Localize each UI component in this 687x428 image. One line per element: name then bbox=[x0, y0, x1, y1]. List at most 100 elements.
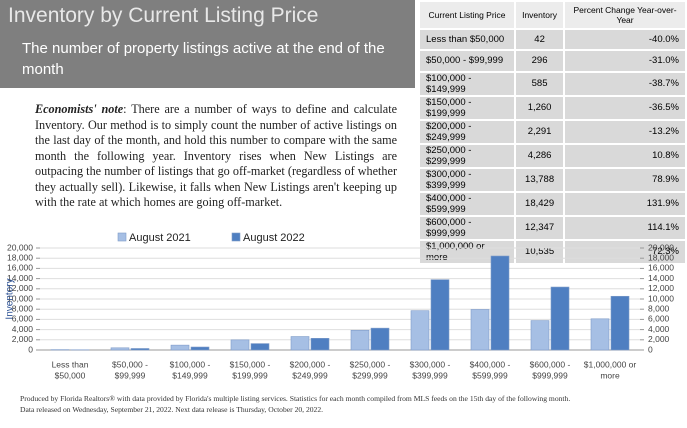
bar bbox=[490, 255, 510, 351]
table-cell: -40.0% bbox=[563, 27, 687, 52]
y-tick-label: 16,000 bbox=[7, 263, 33, 273]
x-tick-label: $999,999 bbox=[532, 370, 568, 380]
bar bbox=[530, 320, 550, 351]
bar bbox=[370, 327, 390, 351]
footer-line: Data released on Wednesday, September 21… bbox=[20, 405, 324, 414]
note: Economists' note: There are a number of … bbox=[35, 102, 397, 211]
header: Inventory by Current Listing Price The n… bbox=[0, 0, 415, 88]
y-axis-label: Inventory bbox=[5, 278, 16, 319]
y2-tick-label: 0 bbox=[648, 344, 653, 354]
y-tick-label: 0 bbox=[28, 344, 33, 354]
table-cell: 114.1% bbox=[563, 214, 687, 241]
bar bbox=[350, 329, 370, 351]
table-cell: $250,000 - $299,999 bbox=[417, 142, 517, 169]
x-tick-label: $250,000 - bbox=[350, 359, 391, 369]
table-cell: $100,000 - $149,999 bbox=[417, 70, 517, 97]
y2-tick-label: 6,000 bbox=[648, 314, 670, 324]
bar bbox=[250, 343, 270, 351]
legend-swatch bbox=[117, 232, 127, 242]
table-cell: -36.5% bbox=[563, 94, 687, 121]
y-tick-label: 10,000 bbox=[7, 293, 33, 303]
table-header-cell: Inventory bbox=[514, 0, 566, 30]
table-cell: -38.7% bbox=[563, 70, 687, 97]
table-row: $300,000 - $399,999 13,788 78.9% bbox=[417, 166, 687, 193]
table-cell: 72.3% bbox=[563, 238, 687, 265]
bar bbox=[190, 346, 210, 351]
bar bbox=[290, 336, 310, 351]
legend-label: August 2021 bbox=[129, 232, 191, 244]
table-cell: 78.9% bbox=[563, 166, 687, 193]
table-cell: 131.9% bbox=[563, 190, 687, 217]
table-cell: $50,000 - $99,999 bbox=[417, 49, 517, 73]
bar bbox=[110, 347, 130, 351]
x-tick-label: $149,999 bbox=[172, 370, 208, 380]
table: Current Listing Price Inventory Percent Ch… bbox=[417, 0, 687, 265]
table-header-cell: Percent Change Year-over-Year bbox=[563, 0, 687, 30]
x-tick-label: $599,999 bbox=[472, 370, 508, 380]
x-tick-label: Less than bbox=[52, 359, 89, 369]
table-header-cell: Current Listing Price bbox=[417, 0, 517, 30]
y-tick-label: 4,000 bbox=[12, 324, 34, 334]
table-cell: 42 bbox=[514, 27, 566, 52]
y-tick-label: 12,000 bbox=[7, 283, 33, 293]
y-tick-label: 6,000 bbox=[12, 314, 34, 324]
table-row: $600,000 - $999,999 12,347 114.1% bbox=[417, 214, 687, 241]
y-tick-label: 20,000 bbox=[7, 242, 33, 252]
x-tick-label: $50,000 bbox=[55, 370, 86, 380]
x-tick-label: $200,000 - bbox=[290, 359, 331, 369]
x-tick-label: $249,999 bbox=[292, 370, 328, 380]
table-row: $200,000 - $249,999 2,291 -13.2% bbox=[417, 118, 687, 145]
x-tick-label: $199,999 bbox=[232, 370, 268, 380]
y2-tick-label: 4,000 bbox=[648, 324, 670, 334]
x-tick-label: $300,000 - bbox=[410, 359, 451, 369]
table-cell: 10,535 bbox=[514, 238, 566, 265]
x-tick-label: $150,000 - bbox=[230, 359, 271, 369]
table-cell: -31.0% bbox=[563, 49, 687, 73]
table-cell: $400,000 - $599,999 bbox=[417, 190, 517, 217]
note-text: : There are a number of ways to define a… bbox=[35, 102, 398, 209]
y-tick-label: 14,000 bbox=[7, 273, 33, 283]
title: Inventory by Current Listing Price bbox=[8, 4, 319, 27]
table-header: Current Listing Price Inventory Percent Ch… bbox=[417, 0, 687, 30]
x-tick-label: more bbox=[600, 370, 620, 380]
table-cell: 4,286 bbox=[514, 142, 566, 169]
table-cell: 585 bbox=[514, 70, 566, 97]
note-label: Economists' note bbox=[35, 102, 124, 116]
table-row: $150,000 - $199,999 1,260 -36.5% bbox=[417, 94, 687, 121]
table-row: $50,000 - $99,999 296 -31.0% bbox=[417, 49, 687, 73]
legend-swatch bbox=[231, 232, 241, 242]
y-tick-label: 18,000 bbox=[7, 252, 33, 262]
table-cell: $200,000 - $249,999 bbox=[417, 118, 517, 145]
bar bbox=[590, 318, 610, 351]
bar bbox=[410, 310, 430, 351]
table-row: $100,000 - $149,999 585 -38.7% bbox=[417, 70, 687, 97]
x-tick-label: $99,999 bbox=[115, 370, 146, 380]
table-row: $400,000 - $599,999 18,429 131.9% bbox=[417, 190, 687, 217]
table-cell: 12,347 bbox=[514, 214, 566, 241]
y2-tick-label: 8,000 bbox=[648, 303, 670, 313]
table-cell: 10.8% bbox=[563, 142, 687, 169]
table-cell: 13,788 bbox=[514, 166, 566, 193]
table-row: $250,000 - $299,999 4,286 10.8% bbox=[417, 142, 687, 169]
bar bbox=[610, 295, 630, 351]
y2-tick-label: 2,000 bbox=[648, 334, 670, 344]
table-cell: $600,000 - $999,999 bbox=[417, 214, 517, 241]
x-tick-label: $299,999 bbox=[352, 370, 388, 380]
bar bbox=[310, 338, 330, 351]
footer-line: Produced by Florida Realtors® with data … bbox=[20, 394, 571, 403]
y-tick-label: 2,000 bbox=[12, 334, 34, 344]
y-tick-label: 8,000 bbox=[12, 303, 34, 313]
table-cell: 1,260 bbox=[514, 94, 566, 121]
y2-tick-label: 18,000 bbox=[648, 252, 674, 262]
x-tick-label: $50,000 - bbox=[112, 359, 148, 369]
bar bbox=[550, 286, 570, 351]
table-cell: 18,429 bbox=[514, 190, 566, 217]
bar bbox=[170, 344, 190, 351]
x-tick-label: $399,999 bbox=[412, 370, 448, 380]
table-cell: 296 bbox=[514, 49, 566, 73]
table-cell: Less than $50,000 bbox=[417, 27, 517, 52]
x-tick-label: $600,000 - bbox=[530, 359, 571, 369]
legend-label: August 2022 bbox=[243, 232, 305, 244]
